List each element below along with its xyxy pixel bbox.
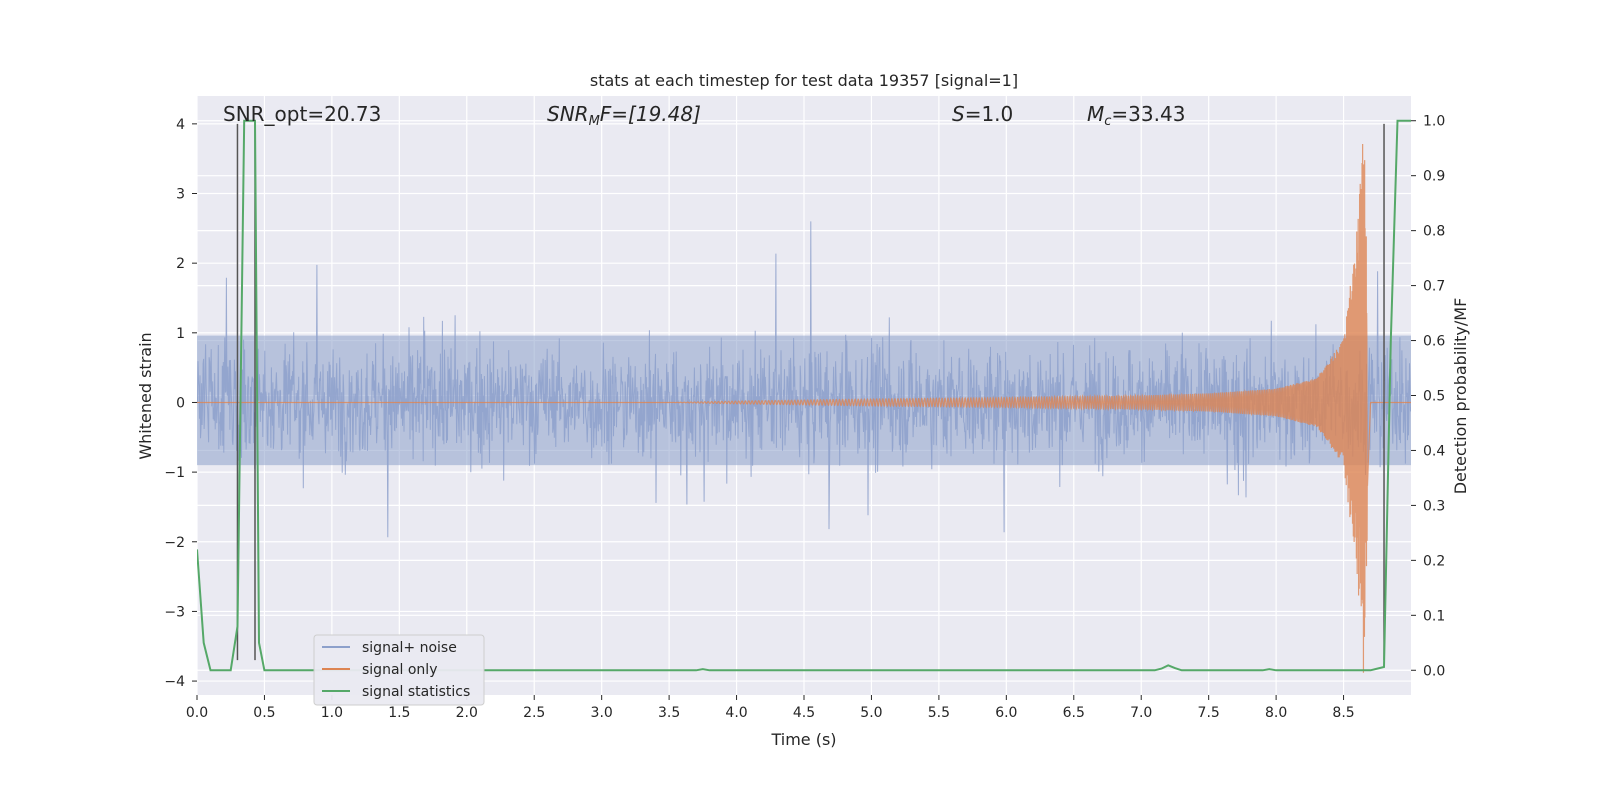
y2-tick-label: 0.9 — [1423, 169, 1445, 185]
x-tick-label: 0.5 — [253, 705, 275, 721]
snr-opt-annotation: SNR_opt=20.73 — [223, 102, 381, 126]
y2-tick-label: 0.5 — [1423, 389, 1445, 405]
y2-tick-label: 0.6 — [1423, 334, 1445, 350]
y2-tick-label: 0.3 — [1423, 498, 1445, 514]
y2-tick-label: 0.0 — [1423, 663, 1445, 679]
x-tick-label: 8.0 — [1265, 705, 1287, 721]
x-tick-label: 1.5 — [388, 705, 410, 721]
y-tick-label: 4 — [176, 117, 185, 133]
x-axis-label: Time (s) — [770, 730, 836, 749]
x-tick-label: 5.5 — [928, 705, 950, 721]
legend-label-noise: signal+ noise — [362, 640, 457, 656]
y-tick-label: −2 — [164, 535, 185, 551]
x-tick-label: 7.0 — [1130, 705, 1152, 721]
y2-tick-label: 0.2 — [1423, 553, 1445, 569]
x-tick-label: 2.5 — [523, 705, 545, 721]
x-tick-label: 4.0 — [725, 705, 747, 721]
signal-statistics-series — [197, 119, 1411, 672]
y-tick-label: 2 — [176, 256, 185, 272]
y-tick-label: −4 — [164, 674, 185, 690]
x-tick-label: 1.0 — [321, 705, 343, 721]
signal-only-series — [197, 143, 1411, 673]
y-tick-label: 3 — [176, 187, 185, 203]
y-tick-label: −3 — [164, 604, 185, 620]
x-tick-label: 5.0 — [860, 705, 882, 721]
legend-label-statistics: signal statistics — [362, 684, 470, 700]
s-annotation: S=1.0 — [952, 102, 1013, 126]
signal-noise-series — [197, 221, 1411, 538]
x-tick-label: 8.5 — [1332, 705, 1354, 721]
y2-tick-label: 0.4 — [1423, 443, 1445, 459]
y2-tick-label: 0.8 — [1423, 224, 1445, 240]
x-tick-label: 3.5 — [658, 705, 680, 721]
chart-title: stats at each timestep for test data 193… — [590, 71, 1018, 90]
y-tick-label: 1 — [176, 326, 185, 342]
x-tick-label: 2.0 — [456, 705, 478, 721]
y-tick-label: −1 — [164, 465, 185, 481]
legend-label-signal: signal only — [362, 662, 437, 678]
y2-tick-label: 0.7 — [1423, 279, 1445, 295]
snr-mf-annotation: SNRMF=[19.48] — [547, 102, 701, 129]
y2-tick-label: 1.0 — [1423, 114, 1445, 130]
x-tick-label: 3.0 — [591, 705, 613, 721]
y-axis-label: Whitened strain — [136, 332, 155, 459]
y-tick-label: 0 — [176, 395, 185, 411]
mc-annotation: Mc=33.43 — [1087, 102, 1185, 129]
x-tick-label: 0.0 — [186, 705, 208, 721]
x-tick-label: 7.5 — [1198, 705, 1220, 721]
y2-tick-label: 0.1 — [1423, 608, 1445, 624]
x-tick-label: 6.5 — [1063, 705, 1085, 721]
x-tick-label: 6.0 — [995, 705, 1017, 721]
legend: signal+ noise signal only signal statist… — [313, 634, 485, 706]
y2-axis-label: Detection probability/MF — [1451, 298, 1470, 495]
x-tick-label: 4.5 — [793, 705, 815, 721]
legend-box — [313, 634, 485, 706]
